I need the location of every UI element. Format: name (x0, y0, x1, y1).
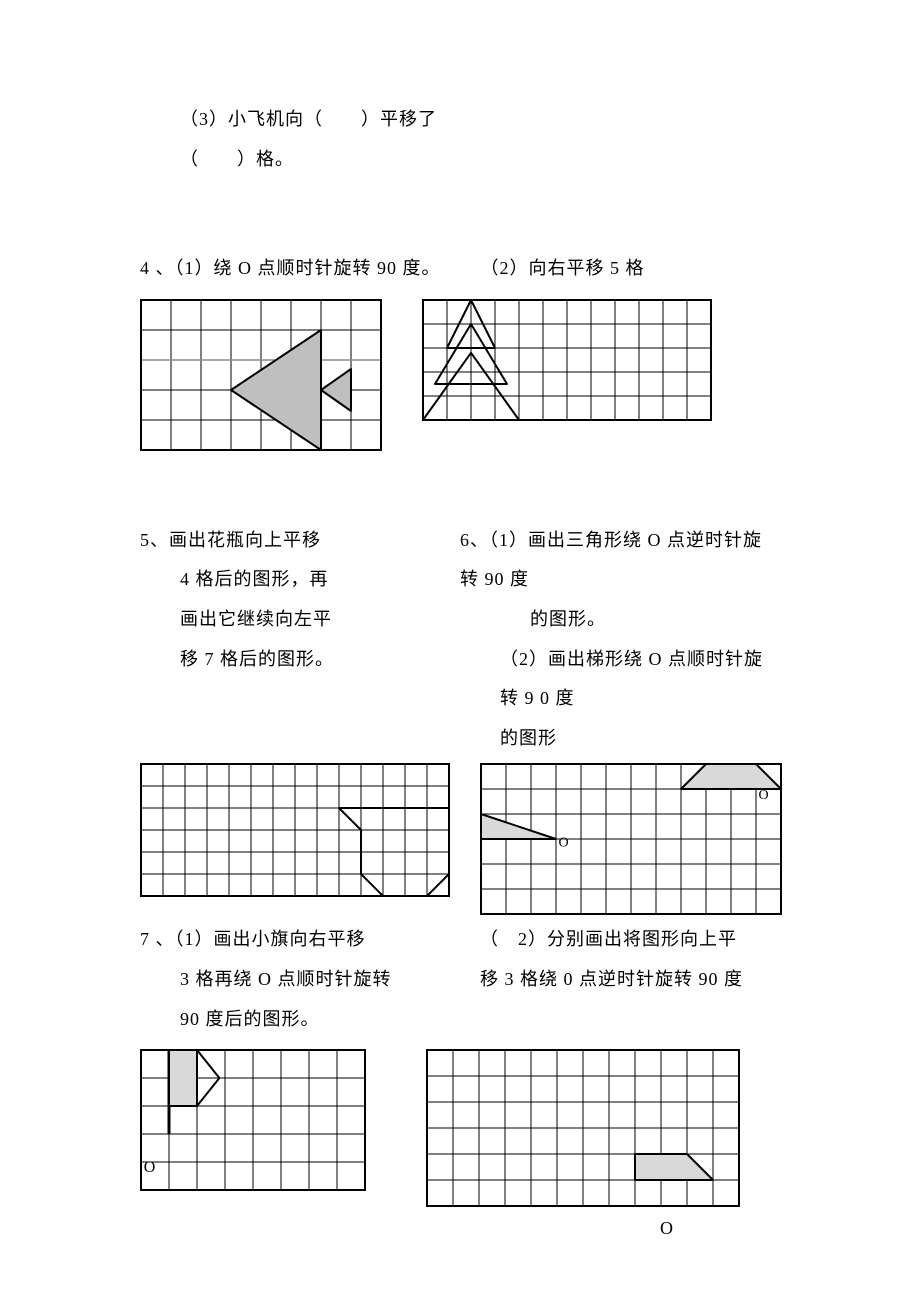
q5-line2: 4 格后的图形，再 (140, 560, 420, 600)
q6-line1: （1）画出三角形绕 O 点逆时针旋转 90 度 (460, 530, 762, 590)
q7-grid1-container: O (140, 1049, 366, 1191)
grid-svg: OO (480, 763, 782, 915)
q7-p1-l2: 3 格再绕 O 点顺时针旋转 (140, 960, 440, 1000)
q5-grid-container (140, 763, 450, 897)
q7-part1: 7 、（1）画出小旗向右平移 3 格再绕 O 点顺时针旋转 90 度后的图形。 (140, 920, 440, 1039)
q7-p1-l1: （1）画出小旗向右平移 (175, 929, 366, 949)
q6-line3: （2）画出梯形绕 O 点顺时针旋转 9 0 度 (460, 640, 780, 719)
q4-part1: （1）绕 O 点顺时针旋转 90 度。 (175, 258, 441, 278)
q7-grids: O O (140, 1049, 780, 1207)
q7-p1-l3: 90 度后的图形。 (140, 1000, 440, 1040)
q5-q6: 5、画出花瓶向上平移 4 格后的图形，再 画出它继续向左平 移 7 格后的图形。… (140, 521, 780, 759)
q7-part2: （ 2）分别画出将图形向上平 移 3 格绕 0 点逆时针旋转 90 度 (480, 920, 780, 999)
q4: 4 、（1）绕 O 点顺时针旋转 90 度。 （2）向右平移 5 格 (140, 249, 780, 451)
q7-prefix: 7 、 (140, 929, 175, 949)
svg-text:O: O (144, 1159, 156, 1176)
grid-svg: O (140, 1049, 366, 1191)
q5-prefix: 5、 (140, 530, 169, 550)
grid-svg (140, 763, 450, 897)
q7-grid2-container: O (426, 1049, 740, 1207)
grid-svg (426, 1049, 740, 1207)
q5-line1: 画出花瓶向上平移 (169, 530, 321, 550)
q3-line2: （ ）格。 (140, 140, 780, 180)
grid-svg (422, 299, 712, 421)
q4-prefix: 4 、 (140, 258, 175, 278)
svg-text:O: O (759, 788, 769, 803)
q5-line3: 画出它继续向左平 (140, 600, 420, 640)
q5: 5、画出花瓶向上平移 4 格后的图形，再 画出它继续向左平 移 7 格后的图形。 (140, 521, 420, 679)
q7-p2-l1: （ 2）分别画出将图形向上平 (480, 920, 780, 960)
q7-grid2-O-label: O (660, 1209, 673, 1249)
q7: 7 、（1）画出小旗向右平移 3 格再绕 O 点顺时针旋转 90 度后的图形。 … (140, 920, 780, 1039)
q3-line1: （3）小飞机向（ ）平移了 (140, 100, 780, 140)
q4-grid2-container (422, 299, 712, 421)
q6: 6、（1）画出三角形绕 O 点逆时针旋转 90 度 的图形。 （2）画出梯形绕 … (460, 521, 780, 759)
q6-line2: 的图形。 (460, 600, 780, 640)
q6-line4: 的图形 (460, 719, 780, 759)
q7-p2-l2: 移 3 格绕 0 点逆时针旋转 90 度 (480, 960, 780, 1000)
q4-part2: （2）向右平移 5 格 (481, 249, 781, 289)
q4-grids (140, 299, 780, 451)
q4-grid1-container (140, 299, 382, 451)
q4-header: 4 、（1）绕 O 点顺时针旋转 90 度。 （2）向右平移 5 格 (140, 249, 780, 289)
q6-grid-container: OO (480, 763, 782, 915)
q3: （3）小飞机向（ ）平移了 （ ）格。 (140, 100, 780, 179)
q5-line4: 移 7 格后的图形。 (140, 640, 420, 680)
q6-prefix: 6、 (460, 530, 489, 550)
q5-q6-grids: OO (140, 763, 780, 915)
grid-svg (140, 299, 382, 451)
svg-text:O: O (559, 836, 569, 851)
